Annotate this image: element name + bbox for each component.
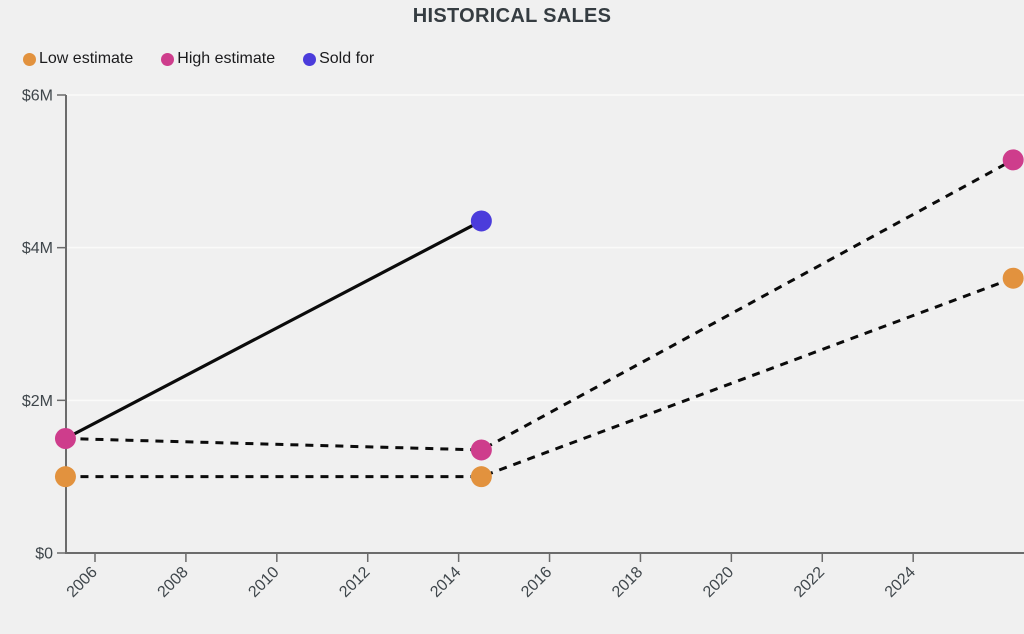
data-point-sold-for-0[interactable] bbox=[470, 210, 492, 232]
legend-item-low-estimate[interactable]: Low estimate bbox=[23, 51, 133, 67]
x-tick-label: 2020 bbox=[700, 564, 737, 601]
x-tick-label: 2016 bbox=[518, 564, 555, 601]
series-line-high-estimate bbox=[65, 158, 1014, 452]
x-tick-label: 2012 bbox=[336, 564, 373, 601]
x-tick-label: 2010 bbox=[245, 564, 282, 601]
data-point-high-estimate-1[interactable] bbox=[470, 439, 492, 461]
x-tick-label: 2014 bbox=[427, 564, 464, 601]
sold-for-dot-icon bbox=[303, 52, 317, 66]
data-point-low-estimate-0[interactable] bbox=[54, 466, 76, 488]
legend-label-low-estimate: Low estimate bbox=[39, 50, 134, 67]
high-estimate-dot-icon bbox=[161, 52, 175, 66]
legend-item-high-estimate[interactable]: High estimate bbox=[161, 51, 275, 67]
data-point-low-estimate-2[interactable] bbox=[1002, 267, 1024, 289]
data-point-low-estimate-1[interactable] bbox=[470, 466, 492, 488]
series-line-low-estimate bbox=[65, 276, 1014, 479]
x-tick-label: 2022 bbox=[791, 564, 828, 601]
x-tick-label: 2018 bbox=[609, 564, 646, 601]
legend-label-high-estimate: High estimate bbox=[177, 50, 276, 67]
connector-line-estimate-to-sold bbox=[63, 219, 483, 441]
data-point-high-estimate-0[interactable] bbox=[54, 428, 76, 449]
y-tick-label: $0 bbox=[35, 546, 53, 563]
x-tick-label: 2024 bbox=[882, 564, 919, 601]
data-point-high-estimate-2[interactable] bbox=[1002, 149, 1024, 171]
legend-label-sold-for: Sold for bbox=[319, 50, 375, 67]
y-tick-label: $2M bbox=[22, 393, 53, 410]
x-tick-label: 2008 bbox=[155, 564, 192, 601]
low-estimate-dot-icon bbox=[23, 52, 36, 66]
y-tick-label: $6M bbox=[22, 88, 53, 105]
chart-title: HISTORICAL SALES bbox=[412, 5, 612, 27]
legend-item-sold-for[interactable]: Sold for bbox=[303, 51, 374, 67]
y-tick-label: $4M bbox=[22, 240, 53, 257]
chart-legend: Low estimate High estimate Sold for bbox=[23, 51, 374, 67]
x-tick-label: 2006 bbox=[64, 564, 101, 601]
